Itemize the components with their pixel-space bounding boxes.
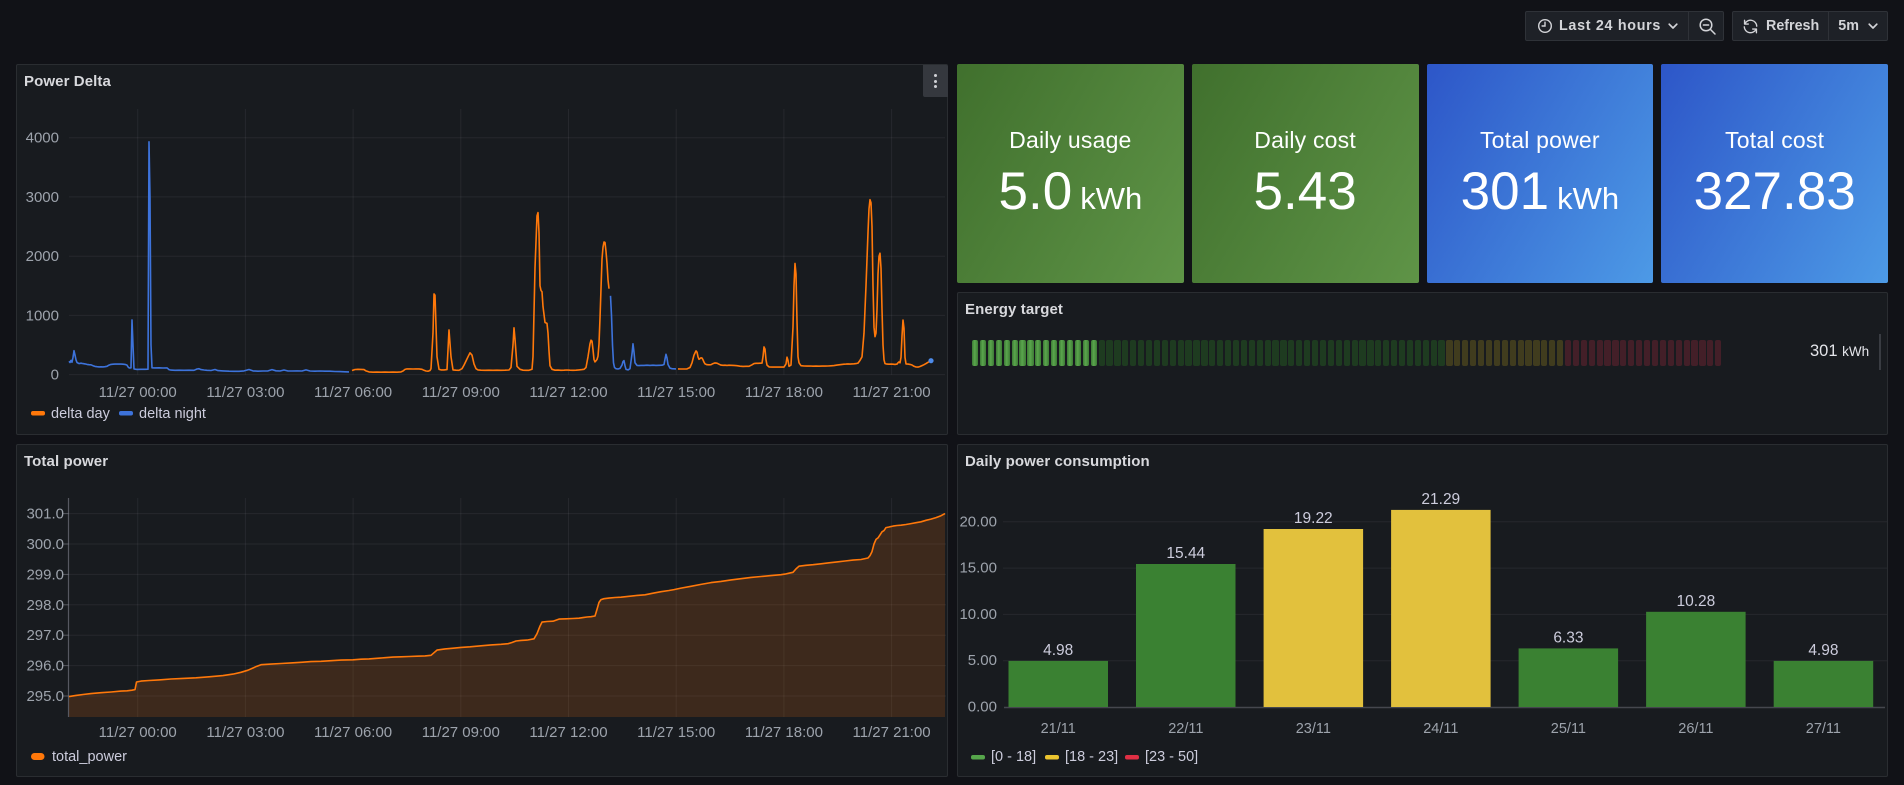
svg-text:300.0: 300.0 — [26, 536, 64, 553]
svg-text:23/11: 23/11 — [1296, 721, 1331, 737]
svg-text:20.00: 20.00 — [959, 513, 997, 530]
svg-text:11/27 12:00: 11/27 12:00 — [529, 724, 607, 741]
svg-text:2000: 2000 — [26, 248, 59, 265]
svg-text:11/27 09:00: 11/27 09:00 — [422, 724, 500, 741]
svg-text:[18 - 23]: [18 - 23] — [1065, 749, 1118, 765]
svg-text:4.98: 4.98 — [1043, 642, 1073, 659]
svg-text:total_power: total_power — [52, 749, 127, 765]
svg-text:0.00: 0.00 — [968, 699, 997, 716]
svg-text:4000: 4000 — [26, 130, 59, 147]
svg-text:11/27 06:00: 11/27 06:00 — [314, 384, 392, 401]
svg-text:[23 - 50]: [23 - 50] — [1145, 749, 1198, 765]
svg-text:5.00: 5.00 — [968, 652, 997, 669]
svg-text:[0 - 18]: [0 - 18] — [991, 749, 1036, 765]
svg-text:10.28: 10.28 — [1677, 593, 1716, 610]
svg-text:21.29: 21.29 — [1421, 491, 1460, 508]
svg-text:27/11: 27/11 — [1806, 721, 1841, 737]
svg-text:11/27 21:00: 11/27 21:00 — [853, 384, 931, 401]
svg-text:22/11: 22/11 — [1168, 721, 1203, 737]
svg-text:delta night: delta night — [139, 406, 206, 422]
svg-text:0: 0 — [51, 367, 59, 384]
svg-text:24/11: 24/11 — [1423, 721, 1458, 737]
svg-text:11/27 09:00: 11/27 09:00 — [422, 384, 500, 401]
svg-text:15.44: 15.44 — [1166, 545, 1205, 562]
svg-text:26/11: 26/11 — [1678, 721, 1713, 737]
svg-text:11/27 03:00: 11/27 03:00 — [206, 724, 284, 741]
svg-text:301.0: 301.0 — [26, 506, 64, 523]
svg-text:25/11: 25/11 — [1551, 721, 1586, 737]
svg-text:11/27 06:00: 11/27 06:00 — [314, 724, 392, 741]
svg-text:11/27 00:00: 11/27 00:00 — [99, 384, 177, 401]
svg-text:4.98: 4.98 — [1808, 642, 1838, 659]
svg-text:15.00: 15.00 — [959, 560, 997, 577]
svg-text:19.22: 19.22 — [1294, 510, 1333, 527]
svg-text:11/27 15:00: 11/27 15:00 — [637, 724, 715, 741]
svg-text:delta day: delta day — [51, 406, 111, 422]
svg-text:11/27 21:00: 11/27 21:00 — [853, 724, 931, 741]
svg-text:3000: 3000 — [26, 189, 59, 206]
svg-text:298.0: 298.0 — [26, 597, 64, 614]
svg-text:6.33: 6.33 — [1553, 629, 1583, 646]
svg-text:11/27 18:00: 11/27 18:00 — [745, 384, 823, 401]
svg-text:295.0: 295.0 — [26, 688, 64, 705]
svg-text:11/27 00:00: 11/27 00:00 — [99, 724, 177, 741]
svg-text:10.00: 10.00 — [959, 606, 997, 623]
svg-text:11/27 15:00: 11/27 15:00 — [637, 384, 715, 401]
svg-text:21/11: 21/11 — [1041, 721, 1076, 737]
svg-text:11/27 03:00: 11/27 03:00 — [206, 384, 284, 401]
svg-text:299.0: 299.0 — [26, 566, 64, 583]
svg-text:11/27 12:00: 11/27 12:00 — [529, 384, 607, 401]
svg-text:297.0: 297.0 — [26, 627, 64, 644]
svg-text:1000: 1000 — [26, 307, 59, 324]
svg-text:11/27 18:00: 11/27 18:00 — [745, 724, 823, 741]
svg-text:296.0: 296.0 — [26, 658, 64, 675]
